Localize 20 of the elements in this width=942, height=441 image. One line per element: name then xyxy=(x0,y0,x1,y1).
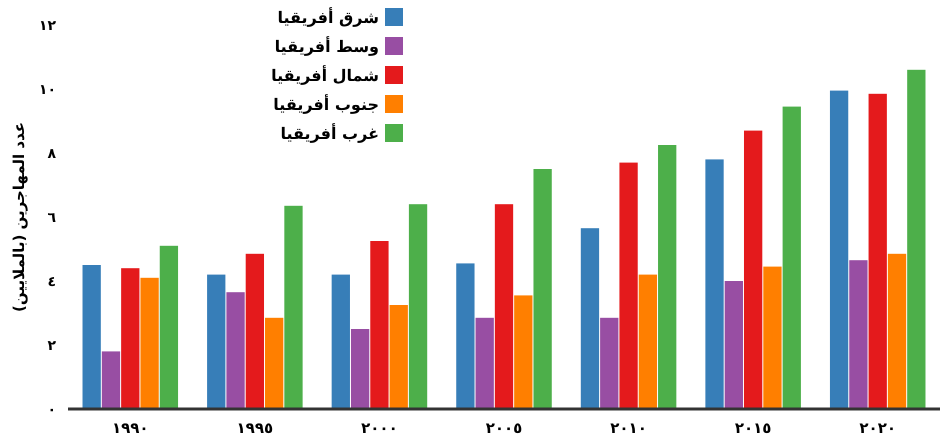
y-tick-label: ٠ xyxy=(47,402,56,418)
legend-label: غرب أفريقيا xyxy=(280,123,379,143)
y-tick-label: ٢ xyxy=(47,338,56,354)
y-tick-label: ٤ xyxy=(47,274,56,290)
x-tick-label: ٢٠١٠ xyxy=(610,419,647,437)
legend-label: جنوب أفريقيا xyxy=(273,94,379,114)
x-tick-label: ٢٠٠٥ xyxy=(486,419,522,437)
legend-label: شرق أفريقيا xyxy=(277,7,379,27)
y-tick-label: ٨ xyxy=(47,146,56,162)
y-tick-label: ١٢ xyxy=(38,18,56,34)
x-tick-label: ٢٠٢٠ xyxy=(859,419,896,437)
y-tick-label: ٦ xyxy=(47,210,56,226)
y-tick-label: ١٠ xyxy=(38,82,56,98)
y-axis-title: عدد المهاجرين (بالملايين) xyxy=(10,122,28,312)
x-tick-label: ٢٠٠٠ xyxy=(361,419,398,437)
legend-label: وسط أفريقيا xyxy=(274,36,379,56)
x-tick-label: ١٩٩٠ xyxy=(112,419,149,437)
legend-label: شمال أفريقيا xyxy=(271,65,379,85)
x-tick-label: ١٩٩٥ xyxy=(236,419,274,437)
x-tick-label: ٢٠١٥ xyxy=(734,419,772,437)
